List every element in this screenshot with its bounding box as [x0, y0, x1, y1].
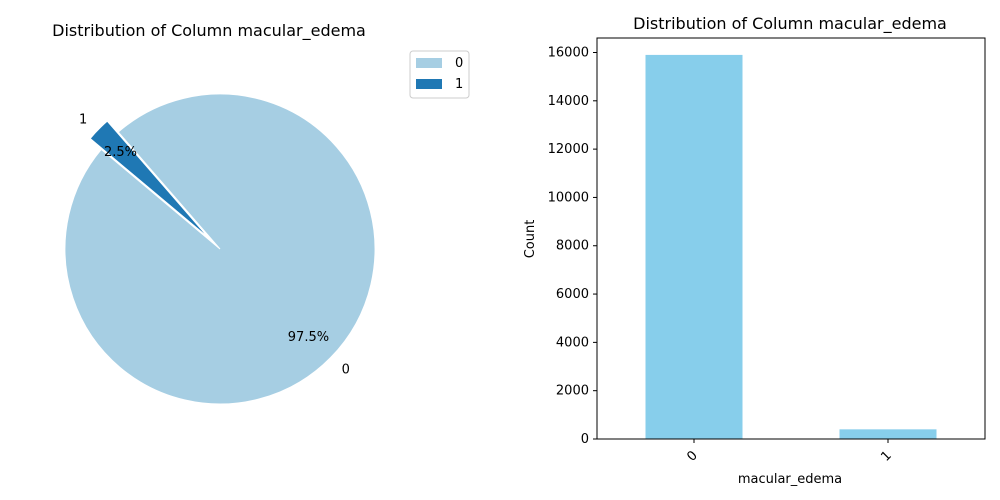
pie-chart: Distribution of Column macular_edema 0 97… [52, 21, 470, 405]
legend-label-0: 0 [455, 56, 463, 71]
plot-frame [596, 37, 986, 440]
pie-slice-1 [89, 120, 210, 239]
y-axis-label: Count [523, 220, 538, 259]
bar-1 [839, 429, 937, 439]
y-tick-label: 12000 [548, 142, 589, 157]
pie-pct-label-1: 2.5% [104, 145, 137, 160]
y-tick-label: 14000 [548, 94, 589, 109]
y-tick-label: 4000 [556, 335, 589, 350]
bar-chart: Distribution of Column macular_edema 0 20… [523, 14, 986, 487]
pie-labels: 0 97.5% 1 2.5% [79, 113, 350, 378]
pie-label-1: 1 [79, 113, 87, 128]
pie-legend: 0 1 [409, 50, 470, 99]
bar-0 [645, 54, 743, 439]
y-tick-label: 0 [581, 432, 589, 447]
bars [645, 54, 937, 439]
bar-title: Distribution of Column macular_edema [633, 14, 947, 34]
y-tick-label: 2000 [556, 384, 589, 399]
x-tick-label-0: 0 [684, 448, 700, 464]
y-axis-ticks: 0 2000 4000 6000 8000 10000 12000 14000 16000 [548, 45, 597, 447]
legend-swatch-0 [416, 58, 442, 68]
pie-slice-0 [64, 93, 376, 405]
y-tick-label: 10000 [548, 190, 589, 205]
pie-slices [64, 93, 376, 405]
x-tick-label-1: 1 [878, 448, 894, 464]
y-tick-label: 6000 [556, 287, 589, 302]
pie-title: Distribution of Column macular_edema [52, 21, 366, 41]
y-tick-label: 16000 [548, 45, 589, 60]
pie-label-0: 0 [342, 363, 350, 378]
legend-swatch-1 [416, 79, 442, 89]
y-tick-label: 8000 [556, 239, 589, 254]
pie-pct-label-0: 97.5% [288, 330, 329, 345]
x-axis-label: macular_edema [738, 472, 842, 487]
legend-label-1: 1 [455, 77, 463, 92]
